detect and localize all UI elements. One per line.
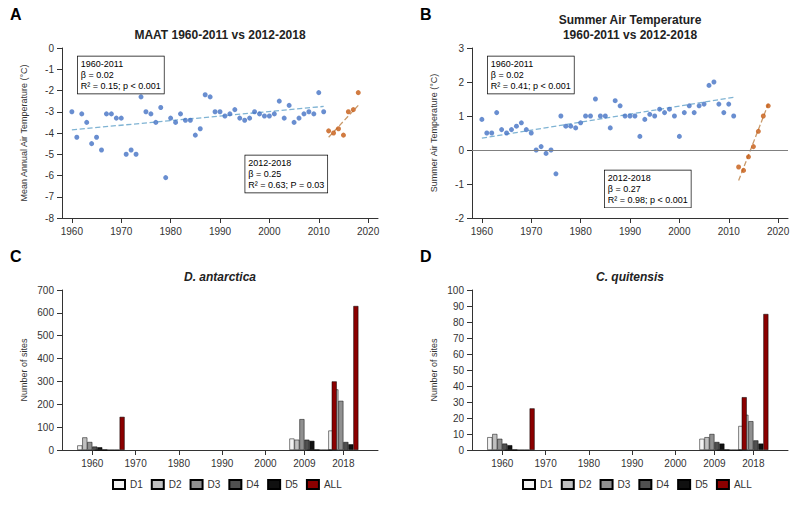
svg-text:1980: 1980 <box>570 226 593 237</box>
svg-text:-7: -7 <box>45 191 54 202</box>
svg-text:2000: 2000 <box>258 226 281 237</box>
svg-text:-6: -6 <box>45 170 54 181</box>
svg-text:1: 1 <box>458 111 464 122</box>
svg-text:20: 20 <box>453 413 465 424</box>
svg-text:D4: D4 <box>246 479 259 490</box>
svg-text:3: 3 <box>458 43 464 54</box>
svg-text:R² = 0.63; P = 0.03: R² = 0.63; P = 0.03 <box>248 180 324 190</box>
svg-text:D. antarctica: D. antarctica <box>184 270 256 284</box>
svg-text:ALL: ALL <box>734 479 752 490</box>
svg-text:100: 100 <box>37 422 54 433</box>
svg-text:-2: -2 <box>45 85 54 96</box>
svg-text:40: 40 <box>453 381 465 392</box>
svg-text:D2: D2 <box>579 479 592 490</box>
svg-text:2020: 2020 <box>357 226 380 237</box>
svg-text:D: D <box>420 248 432 265</box>
svg-text:500: 500 <box>37 330 54 341</box>
svg-text:β = 0.25: β = 0.25 <box>248 169 281 179</box>
svg-text:D1: D1 <box>130 479 143 490</box>
svg-text:Number of sites: Number of sites <box>19 338 29 402</box>
svg-text:80: 80 <box>453 317 465 328</box>
svg-text:1970: 1970 <box>124 458 147 469</box>
svg-text:-8: -8 <box>45 213 54 224</box>
svg-text:200: 200 <box>37 399 54 410</box>
svg-text:100: 100 <box>447 285 464 296</box>
svg-text:A: A <box>10 6 22 23</box>
svg-text:0: 0 <box>48 43 54 54</box>
svg-text:β = 0.02: β = 0.02 <box>491 70 524 80</box>
svg-text:R² = 0.98; p < 0.001: R² = 0.98; p < 0.001 <box>608 195 688 205</box>
svg-text:0: 0 <box>458 445 464 456</box>
svg-text:-1: -1 <box>455 179 464 190</box>
svg-text:1980: 1980 <box>578 458 601 469</box>
svg-text:600: 600 <box>37 307 54 318</box>
svg-text:1960: 1960 <box>61 226 84 237</box>
svg-text:D5: D5 <box>695 479 708 490</box>
svg-text:30: 30 <box>453 397 465 408</box>
svg-text:60: 60 <box>453 349 465 360</box>
svg-text:-4: -4 <box>45 128 54 139</box>
svg-text:2009: 2009 <box>293 458 316 469</box>
svg-text:1990: 1990 <box>209 226 232 237</box>
svg-text:D4: D4 <box>656 479 669 490</box>
svg-text:1990: 1990 <box>619 226 642 237</box>
svg-text:400: 400 <box>37 353 54 364</box>
svg-text:1990: 1990 <box>621 458 644 469</box>
svg-text:1970: 1970 <box>110 226 133 237</box>
svg-text:0: 0 <box>48 445 54 456</box>
svg-text:1960-2011 vs 2012-2018: 1960-2011 vs 2012-2018 <box>563 28 697 42</box>
svg-text:D1: D1 <box>540 479 553 490</box>
svg-text:70: 70 <box>453 333 465 344</box>
svg-text:2009: 2009 <box>703 458 726 469</box>
svg-text:2000: 2000 <box>668 226 691 237</box>
svg-text:700: 700 <box>37 285 54 296</box>
svg-text:Mean Annual Air Temperature (°: Mean Annual Air Temperature (°C) <box>19 64 29 201</box>
svg-text:2012-2018: 2012-2018 <box>608 173 651 183</box>
svg-text:1960: 1960 <box>491 458 514 469</box>
svg-text:B: B <box>420 6 432 23</box>
svg-text:β = 0.27: β = 0.27 <box>608 184 641 194</box>
svg-text:D3: D3 <box>208 479 221 490</box>
svg-text:1960-2011: 1960-2011 <box>81 59 123 69</box>
svg-text:2000: 2000 <box>664 458 687 469</box>
svg-text:1960: 1960 <box>471 226 494 237</box>
svg-text:2020: 2020 <box>767 226 790 237</box>
svg-text:1980: 1980 <box>160 226 183 237</box>
svg-text:50: 50 <box>453 365 465 376</box>
svg-text:2000: 2000 <box>254 458 277 469</box>
svg-text:D3: D3 <box>618 479 631 490</box>
svg-text:C. quitensis: C. quitensis <box>596 270 664 284</box>
svg-text:MAAT 1960-2011 vs 2012-2018: MAAT 1960-2011 vs 2012-2018 <box>134 28 306 42</box>
svg-text:ALL: ALL <box>324 479 342 490</box>
svg-text:R² = 0.41; p < 0.001: R² = 0.41; p < 0.001 <box>491 81 571 91</box>
svg-text:90: 90 <box>453 301 465 312</box>
svg-text:β = 0.02: β = 0.02 <box>81 70 114 80</box>
svg-text:2012-2018: 2012-2018 <box>248 158 291 168</box>
svg-text:C: C <box>10 248 22 265</box>
svg-text:1960: 1960 <box>81 458 104 469</box>
svg-text:0: 0 <box>458 145 464 156</box>
svg-text:300: 300 <box>37 376 54 387</box>
svg-text:D2: D2 <box>169 479 182 490</box>
svg-text:2010: 2010 <box>718 226 741 237</box>
svg-text:1970: 1970 <box>534 458 557 469</box>
svg-text:D5: D5 <box>285 479 298 490</box>
svg-text:-1: -1 <box>45 64 54 75</box>
svg-text:2018: 2018 <box>742 458 765 469</box>
svg-text:1980: 1980 <box>168 458 191 469</box>
svg-text:10: 10 <box>453 429 465 440</box>
svg-text:Number of sites: Number of sites <box>429 338 439 402</box>
svg-text:2018: 2018 <box>332 458 355 469</box>
svg-text:-2: -2 <box>455 213 464 224</box>
svg-text:R² = 0.15; p < 0.001: R² = 0.15; p < 0.001 <box>81 81 161 91</box>
svg-text:-3: -3 <box>45 106 54 117</box>
svg-text:Summer Air Temperature: Summer Air Temperature <box>559 13 702 27</box>
svg-text:2: 2 <box>458 77 464 88</box>
svg-text:2010: 2010 <box>308 226 331 237</box>
svg-text:1990: 1990 <box>211 458 234 469</box>
svg-text:-5: -5 <box>45 149 54 160</box>
svg-text:1960-2011: 1960-2011 <box>491 59 533 69</box>
svg-text:1970: 1970 <box>520 226 543 237</box>
svg-text:Summer Air Temperature (°C): Summer Air Temperature (°C) <box>429 74 439 192</box>
